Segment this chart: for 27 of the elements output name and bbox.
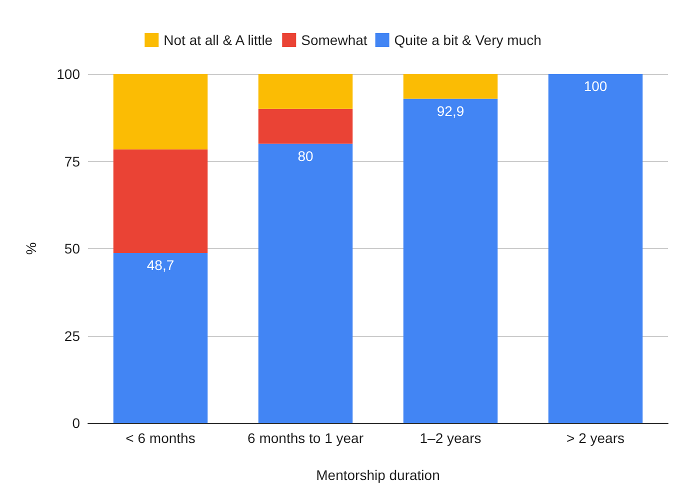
data-label: 92,9 (436, 102, 464, 119)
legend-label: Quite a bit & Very much (394, 32, 542, 48)
bar (258, 144, 353, 423)
x-tick-label: < 6 months (126, 430, 196, 446)
legend-label: Not at all & A little (164, 32, 273, 48)
y-tick-label: 0 (72, 415, 80, 431)
x-tick-label: > 2 years (566, 430, 624, 446)
x-axis-title: Mentorship duration (316, 467, 440, 483)
bar (113, 149, 208, 254)
data-label: 80 (298, 148, 314, 164)
bar (258, 74, 353, 109)
x-tick-label: 6 months to 1 year (248, 430, 364, 446)
bar (258, 108, 353, 144)
y-axis-title: % (23, 242, 39, 255)
bar (403, 98, 498, 423)
data-label: 100 (584, 78, 608, 94)
x-tick-label: 1–2 years (420, 430, 482, 446)
y-tick-label: 25 (64, 328, 80, 344)
data-label: 48,7 (146, 257, 174, 274)
y-tick-label: 100 (56, 66, 80, 82)
bar (548, 74, 643, 423)
y-tick-label: 75 (64, 153, 80, 170)
legend-label: Somewhat (301, 32, 368, 48)
bar (113, 253, 208, 423)
bar (113, 74, 208, 150)
y-tick-label: 50 (64, 240, 80, 256)
bar (403, 74, 498, 99)
